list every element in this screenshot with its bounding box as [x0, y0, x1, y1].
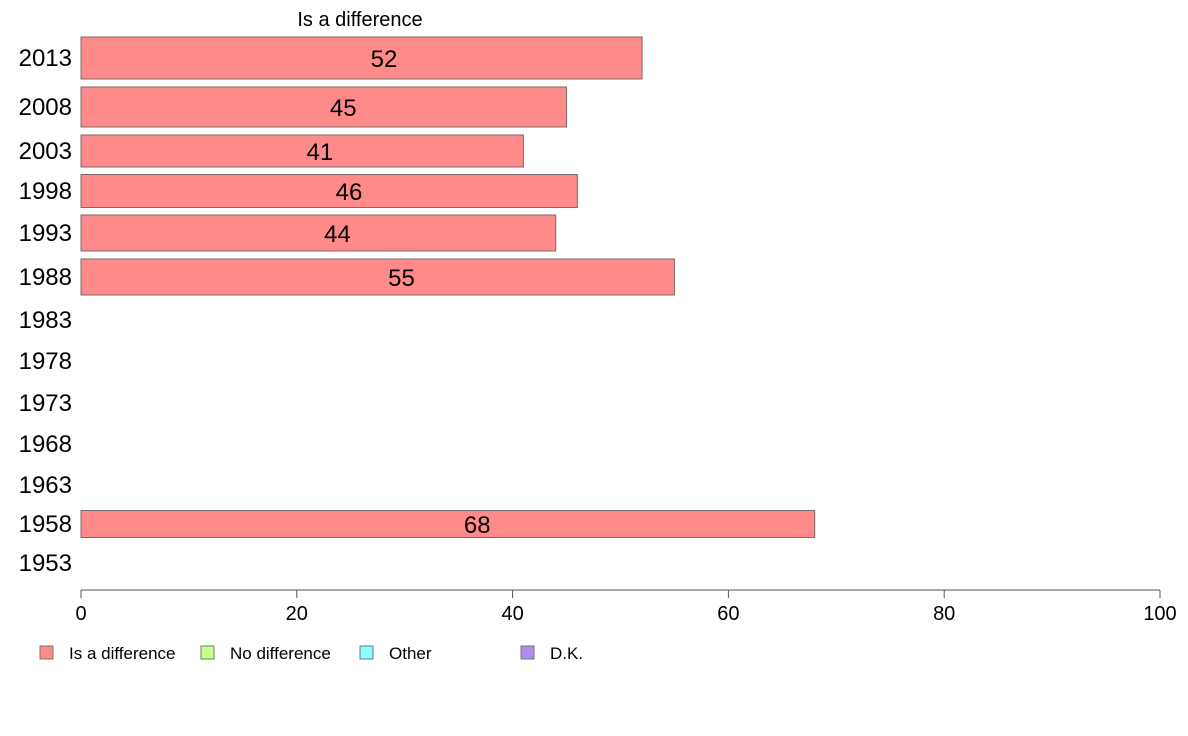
y-tick-label-2003: 2003	[19, 138, 72, 165]
bar-1993	[80, 214, 557, 252]
bar-value-label-1958: 68	[464, 512, 491, 539]
y-tick-label-1988: 1988	[19, 264, 72, 291]
legend-label-1: No difference	[230, 644, 331, 663]
legend: Is a difference No difference Other D.K.	[39, 644, 583, 663]
legend-swatch-1	[200, 645, 215, 660]
y-tick-label-1973: 1973	[19, 390, 72, 417]
x-tick-label-40: 40	[501, 603, 523, 625]
y-tick-label-1963: 1963	[19, 472, 72, 499]
y-tick-label-1978: 1978	[19, 348, 72, 375]
y-tick-label-2008: 2008	[19, 94, 72, 121]
y-tick-label-2013: 2013	[19, 45, 72, 72]
x-axis: 0 20 40 60 80 100	[75, 589, 1177, 625]
x-tick-label-0: 0	[75, 603, 86, 625]
legend-label-0: Is a difference	[69, 644, 175, 663]
x-tick-label-20: 20	[286, 603, 308, 625]
bar-1998	[80, 174, 578, 208]
bar-2008	[80, 86, 568, 128]
y-tick-label-1998: 1998	[19, 178, 72, 205]
legend-swatch-2	[359, 645, 374, 660]
y-axis-labels: 2013 2008 2003 1998 1993 1988 1983 1978 1973 1968…	[19, 45, 72, 577]
x-tick-label-100: 100	[1143, 603, 1176, 625]
bar-value-label-2003: 41	[307, 139, 334, 166]
chart-title: Is a difference	[297, 9, 422, 31]
y-tick-label-1983: 1983	[19, 307, 72, 334]
y-tick-label-1958: 1958	[19, 511, 72, 538]
y-tick-label-1968: 1968	[19, 431, 72, 458]
x-tick-label-80: 80	[933, 603, 955, 625]
legend-label-2: Other	[389, 644, 432, 663]
bar-value-label-2013: 52	[371, 46, 398, 73]
y-tick-label-1953: 1953	[19, 550, 72, 577]
legend-swatch-0	[39, 645, 54, 660]
bar-value-label-1993: 44	[324, 221, 351, 248]
legend-label-3: D.K.	[550, 644, 583, 663]
y-tick-label-1993: 1993	[19, 220, 72, 247]
bar-2013	[80, 36, 643, 80]
bar-value-label-1988: 55	[388, 265, 415, 292]
bar-1988	[80, 258, 675, 296]
legend-swatch-3	[520, 645, 535, 660]
bar-value-label-1998: 46	[336, 179, 363, 206]
bar-2003	[80, 134, 524, 168]
bar-value-label-2008: 45	[330, 95, 357, 122]
x-tick-label-60: 60	[717, 603, 739, 625]
bar-1958	[80, 510, 816, 538]
